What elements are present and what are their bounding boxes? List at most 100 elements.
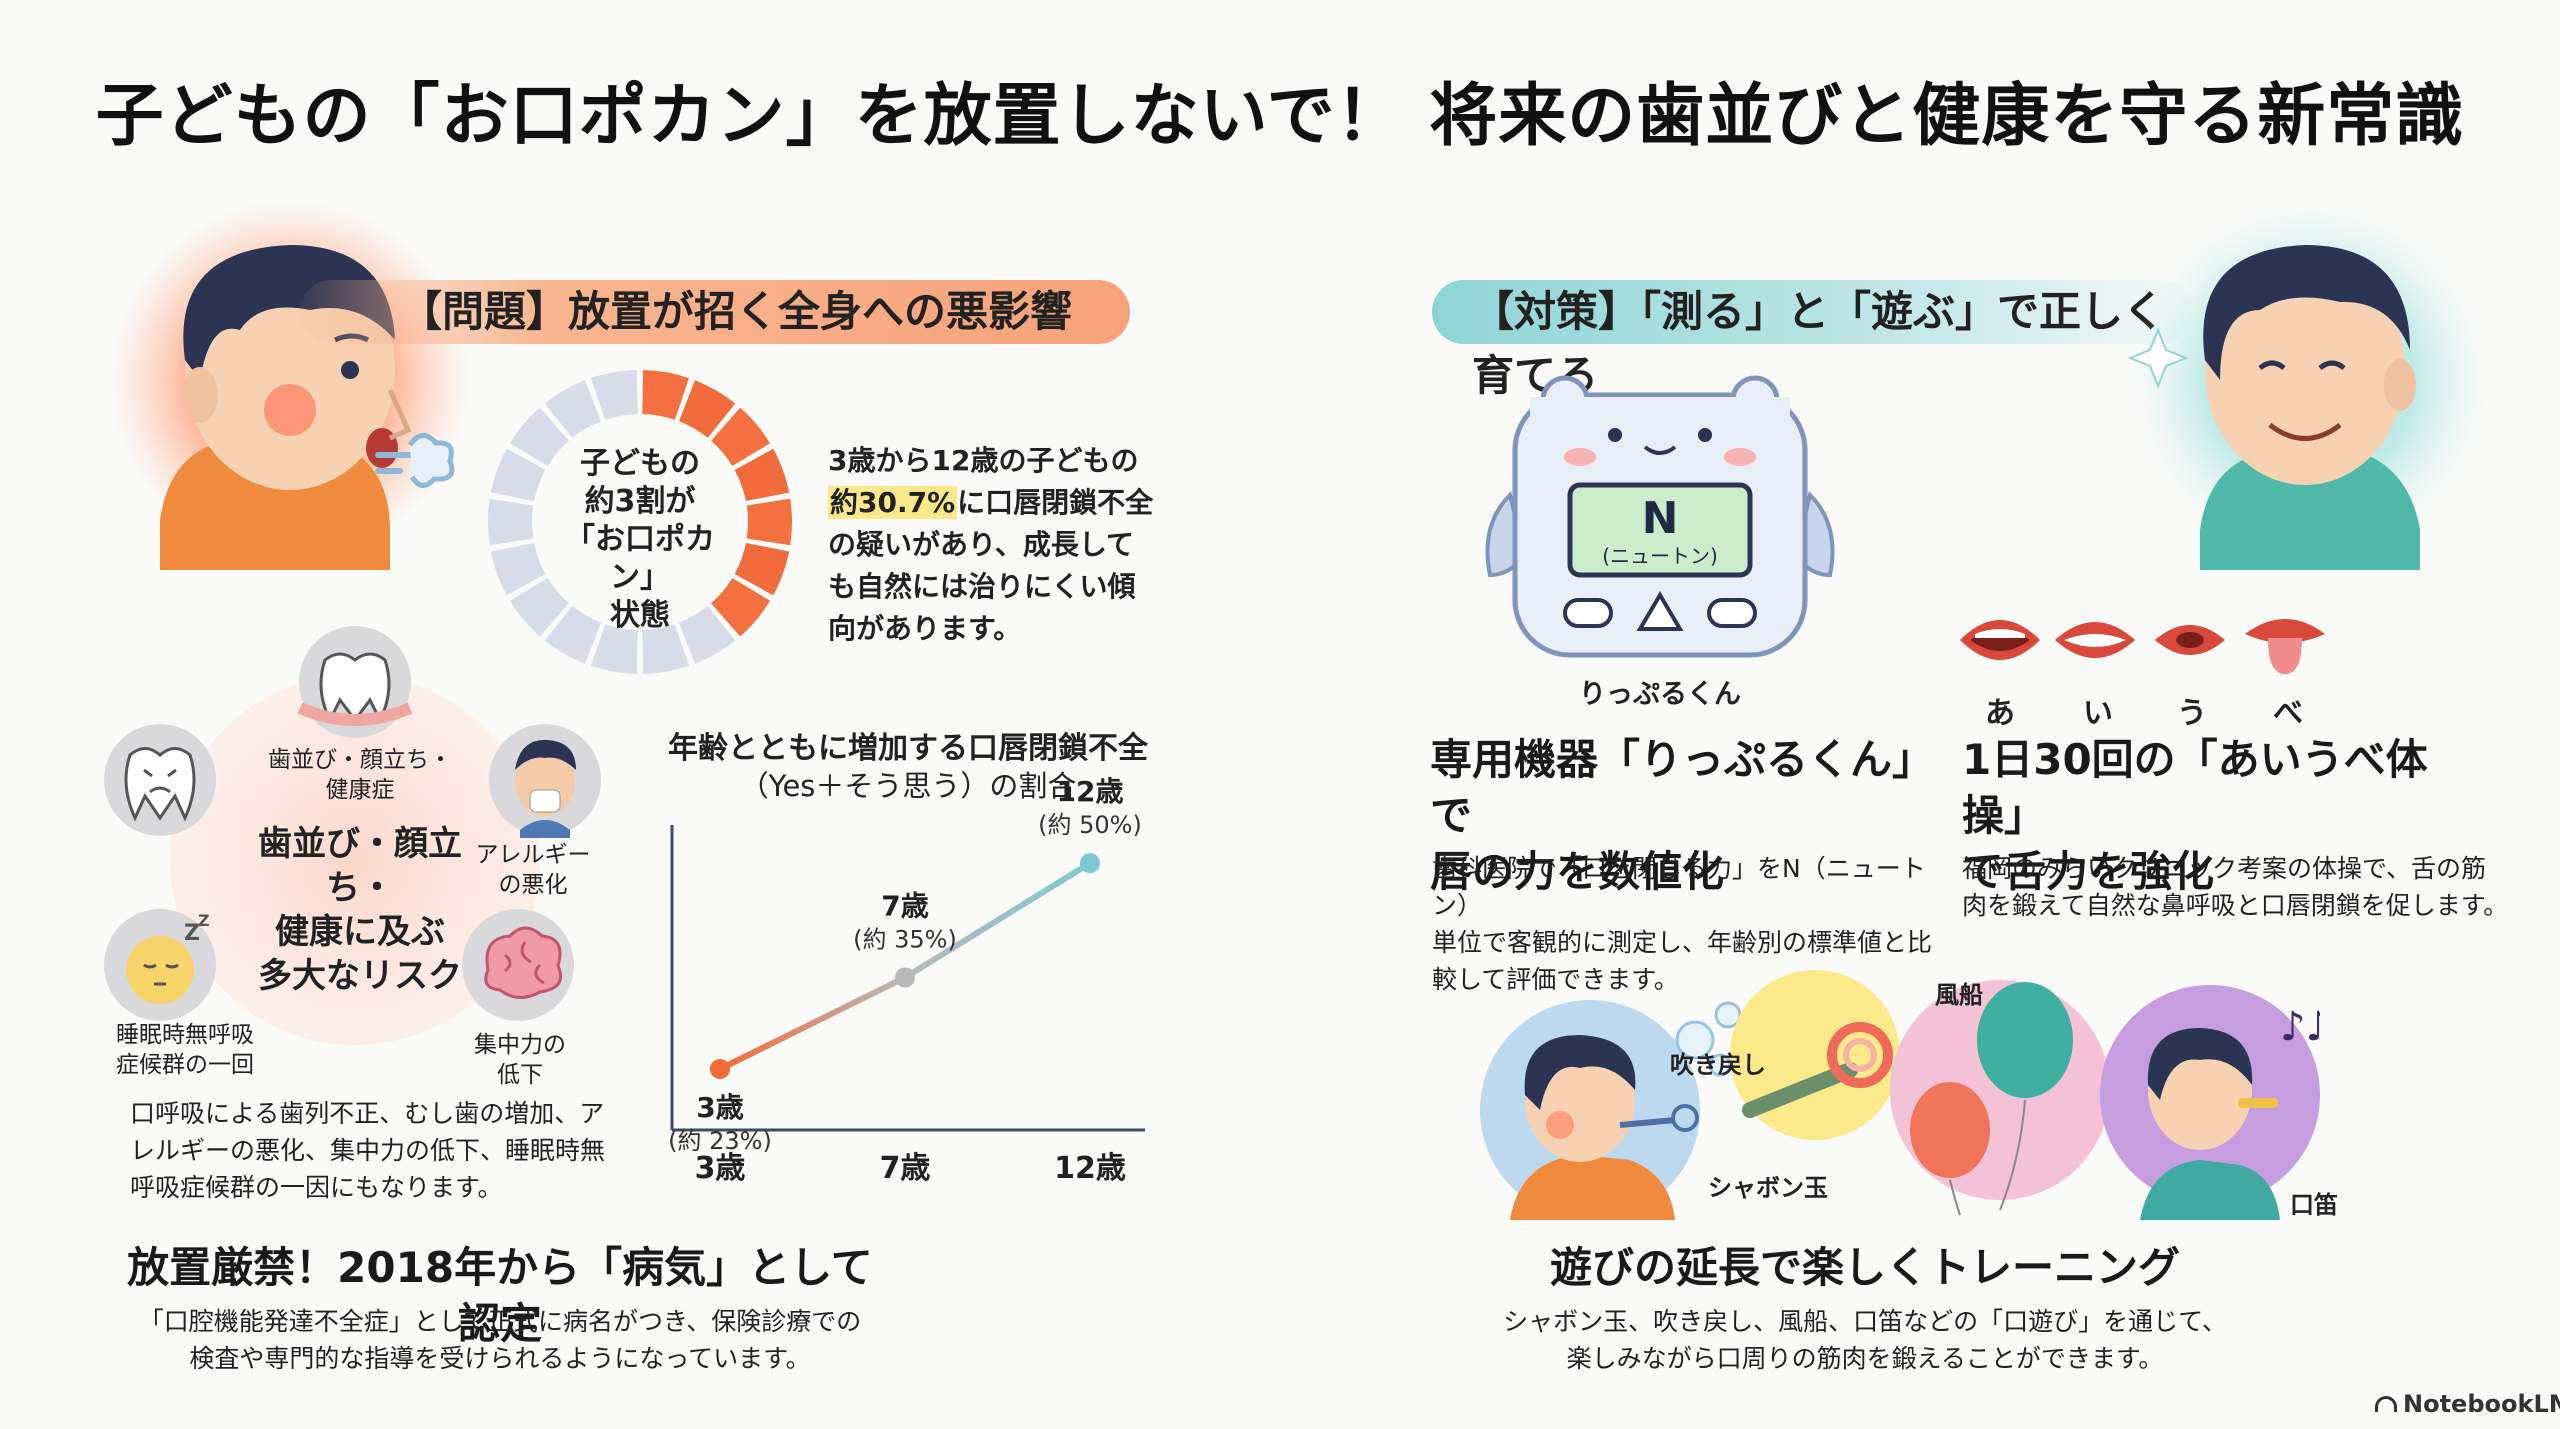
aiube-label-u: う (2177, 696, 2207, 731)
device-desc-2: 単位で客観的に測定し、年齢別の標準値と比 (1432, 928, 1933, 957)
chart-point-value: (約 23%) (668, 1127, 772, 1155)
donut-segment (544, 380, 601, 438)
problem-section-header: 【問題】放置が招く全身への悪影響 (300, 280, 1130, 344)
mouth-play-illustrations: ♪♪ (1480, 970, 2320, 1220)
risk-label-allergy-2: の悪化 (498, 872, 568, 898)
device-desc-3: 較して評価できます。 (1432, 965, 1679, 994)
disease-description: 「口腔機能発達不全症」として正式に病名がつき、保険診療での 検査や専門的な指導を… (120, 1303, 880, 1377)
aiube-label-be: べ (2273, 696, 2303, 731)
stat-highlight: 約30.7% (828, 486, 958, 519)
device-desc-1: 歯科医院で「口を閉じる力」をN（ニュートン） (1432, 854, 1926, 920)
aiube-mouth-illustrations (1960, 619, 2325, 674)
aiube-label-i: い (2083, 696, 2113, 731)
stat-before: 3歳から12歳の子どもの (828, 444, 1139, 477)
play-label-bubbles: シャボン玉 (1708, 1174, 1828, 1202)
svg-text:Z: Z (184, 921, 200, 946)
risk-label-teeth: 歯並び・顔立ち・ 健康症 (260, 745, 460, 805)
risk-center-3: 多大なリスク (258, 956, 462, 996)
mouth-u-icon (2155, 625, 2225, 655)
donut-line-2: 約3割が (584, 484, 696, 519)
chart-point-label: 12歳 (1057, 775, 1124, 808)
donut-segment (679, 606, 736, 664)
svg-text:Z: Z (198, 911, 210, 930)
chart-point (710, 1059, 730, 1079)
play-label-whistle: 口笛 (2290, 1191, 2338, 1219)
play-desc-2: 楽しみながら口周りの筋肉を鍛えることができます。 (1566, 1344, 2164, 1373)
risk-label-allergy-1: アレルギー (475, 842, 591, 868)
svg-text:♪♪: ♪♪ (2280, 1004, 2320, 1050)
device-description: 歯科医院で「口を閉じる力」をN（ニュートン） 単位で客観的に測定し、年齢別の標準… (1432, 850, 1932, 998)
play-title: 遊びの延長で楽しくトレーニング (1549, 1243, 2180, 1292)
exercise-description: 福岡のみらいクリニック考案の体操で、舌の筋 肉を鍛えて自然な鼻呼吸と口唇閉鎖を促… (1962, 850, 2522, 924)
donut-line-3: 「お口ポカン」 (565, 522, 715, 595)
chart-point-value: (約 50%) (1038, 811, 1142, 839)
risk-label-teeth-2: 健康症 (325, 777, 395, 803)
statistic-text: 3歳から12歳の子どもの約30.7%に口唇閉鎖不全の疑いがあり、成長しても自然に… (828, 440, 1158, 650)
sleepy-face-icon: Z Z (104, 909, 216, 1021)
donut-segment (488, 498, 534, 546)
device-title-2: 唇の力を数値化 (1430, 847, 1725, 896)
party-blowout-icon (1730, 970, 1900, 1140)
risk-label-focus-1: 集中力の (474, 1032, 566, 1058)
donut-segment (490, 448, 546, 502)
risk-label-focus: 集中力の 低下 (440, 1030, 600, 1090)
crying-tooth-icon (104, 724, 216, 836)
donut-segment-highlight (711, 407, 771, 467)
exercise-title-1: 1日30回の「あいうべ体操」 (1962, 735, 2428, 840)
chart-point-label: 3歳 (696, 1091, 743, 1124)
donut-segment (509, 407, 569, 467)
disease-desc-1: 「口腔機能発達不全症」として正式に病名がつき、保険診療での (138, 1307, 862, 1336)
notebooklm-logo-icon (2375, 1396, 2397, 1412)
donut-segment-highlight (642, 370, 689, 420)
device-display-unit: (ニュートン) (1602, 544, 1718, 568)
play-label-blowout: 吹き戻し (1670, 1051, 1766, 1079)
sneezing-child-icon (489, 724, 601, 838)
aiube-labels: あ い う べ (1955, 688, 2335, 731)
solution-section-header: 【対策】「測る」と「遊ぶ」で正しく育てる (1432, 280, 2192, 400)
mouth-i-icon (2055, 622, 2135, 658)
donut-chart (488, 370, 792, 674)
chart-subtitle: （Yes＋そう思う）の割合 (740, 769, 1077, 803)
whistling-child-icon: ♪♪ (2100, 985, 2320, 1220)
lip-meter-device: N (ニュートン) (1485, 375, 1835, 658)
chart-x-tick-label: 7歳 (880, 1151, 931, 1186)
chart-point-value: (約 35%) (853, 926, 957, 954)
device-title: 専用機器「りっぷるくん」で 唇の力を数値化 (1430, 732, 1950, 900)
disease-desc-2: 検査や専門的な指導を受けられるようになっています。 (189, 1344, 811, 1373)
brain-icon (462, 909, 574, 1021)
breath-puff-icon (375, 433, 455, 488)
donut-center-text: 子どもの 約3割が 「お口ポカン」 状態 (555, 445, 725, 635)
aiube-label-a: あ (1985, 696, 2015, 731)
risk-label-sleep-2: 症候群の一回 (116, 1052, 254, 1078)
boy-open-mouth-illustration (110, 200, 470, 570)
donut-segment-highlight (734, 542, 790, 596)
tooth-icon (297, 626, 413, 738)
mouth-a-icon (1960, 620, 2040, 660)
bubble-blowing-child-icon (1480, 1000, 1742, 1220)
device-display-value: N (1642, 493, 1679, 544)
page-title: 子どもの「お口ポカン」を放置しないで！ 将来の歯並びと健康を守る新常識 (95, 77, 2465, 156)
device-name: りっぷるくん (1579, 679, 1741, 710)
boy-smiling-illustration (2127, 200, 2490, 570)
risk-label-allergy: アレルギー の悪化 (458, 840, 608, 900)
chart-point (1080, 853, 1100, 874)
risk-cluster-illustration: Z Z (104, 626, 601, 1045)
chart-x-tick-label: 12歳 (1054, 1151, 1126, 1186)
donut-segment (591, 370, 638, 420)
chart-title: 年齢とともに増加する口唇閉鎖不全 (668, 731, 1149, 766)
chart-point-label: 7歳 (881, 890, 928, 923)
donut-segment-highlight (734, 448, 790, 502)
chart-x-tick-label: 3歳 (695, 1151, 746, 1186)
donut-line-1: 子どもの (580, 446, 700, 481)
risk-label-focus-2: 低下 (497, 1062, 543, 1088)
risk-label-sleep: 睡眠時無呼吸 症候群の一回 (85, 1020, 285, 1080)
donut-segment (490, 542, 546, 596)
risk-center-2: 健康に及ぶ (275, 912, 445, 952)
donut-segment (544, 606, 601, 664)
donut-segment-highlight (711, 577, 771, 637)
donut-segment-highlight (679, 380, 736, 438)
chart-point (895, 967, 915, 988)
footer-brand-label: NotebookLM (2403, 1390, 2560, 1418)
disease-title: 放置厳禁！2018年から「病気」として認定 (127, 1243, 873, 1348)
play-label-balloon: 風船 (1935, 981, 1983, 1009)
